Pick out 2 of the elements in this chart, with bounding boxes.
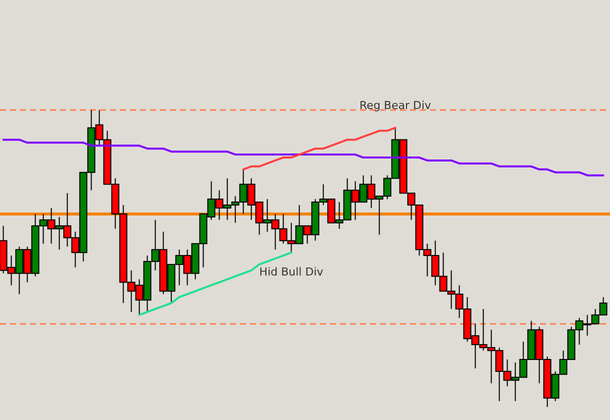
annotation: Reg Bear Div [360, 98, 432, 112]
annotation: Hid Bull Div [259, 266, 324, 279]
